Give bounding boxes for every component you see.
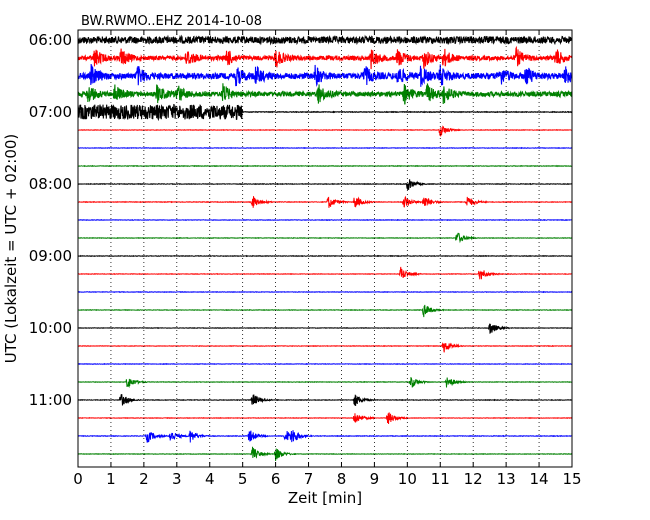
x-tick-label: 0	[73, 470, 83, 488]
y-axis-hour-ticks: 06:00 07:00 08:00 09:00 10:00 11:00	[29, 31, 572, 409]
x-tick-label: 12	[464, 470, 483, 488]
trace-0700	[78, 103, 572, 122]
traces-layer	[78, 34, 572, 462]
trace-0745	[78, 164, 572, 168]
x-tick-label: 10	[398, 470, 417, 488]
x-tick-label: 6	[271, 470, 281, 488]
x-tick-label: 11	[431, 470, 450, 488]
trace-1100	[78, 394, 572, 407]
vertical-grid	[110, 30, 540, 467]
hour-label: 08:00	[29, 175, 72, 193]
x-tick-label: 1	[106, 470, 116, 488]
trace-1045	[78, 377, 572, 388]
trace-1130	[78, 430, 572, 443]
trace-0800	[78, 179, 572, 190]
trace-0845	[78, 232, 572, 244]
trace-0630	[78, 64, 572, 87]
x-tick-label: 15	[562, 470, 581, 488]
hour-label: 07:00	[29, 103, 72, 121]
plot-frame	[77, 29, 573, 468]
hour-label: 09:00	[29, 247, 72, 265]
trace-0715	[78, 125, 572, 137]
x-tick-label: 9	[370, 470, 380, 488]
y-axis-label: UTC (Lokalzeit = UTC + 02:00)	[2, 134, 20, 364]
chart-title: BW.RWMO..EHZ 2014-10-08	[81, 14, 262, 29]
x-tick-label: 2	[139, 470, 149, 488]
x-axis-ticks: 0 1 2 3 4 5 6 7 8 9 10 11 12 13 14 15	[73, 30, 582, 488]
x-tick-label: 13	[497, 470, 516, 488]
x-tick-label: 4	[205, 470, 215, 488]
trace-0615	[78, 45, 572, 70]
x-tick-label: 3	[172, 470, 182, 488]
x-tick-label: 14	[530, 470, 549, 488]
hour-label: 06:00	[29, 31, 72, 49]
trace-1145	[78, 446, 572, 462]
trace-0915	[78, 266, 572, 280]
hour-label: 11:00	[29, 391, 72, 409]
trace-1000	[78, 323, 572, 334]
trace-1015	[78, 341, 572, 353]
trace-0815	[78, 195, 572, 208]
x-axis-label: Zeit [min]	[288, 489, 362, 507]
x-tick-label: 8	[337, 470, 347, 488]
trace-1115	[78, 412, 572, 424]
trace-0600	[78, 34, 572, 46]
x-tick-label: 7	[304, 470, 314, 488]
trace-0900	[78, 254, 572, 258]
trace-0645	[78, 83, 572, 105]
x-tick-label: 5	[238, 470, 248, 488]
hour-label: 10:00	[29, 319, 72, 337]
trace-0945	[78, 304, 572, 318]
